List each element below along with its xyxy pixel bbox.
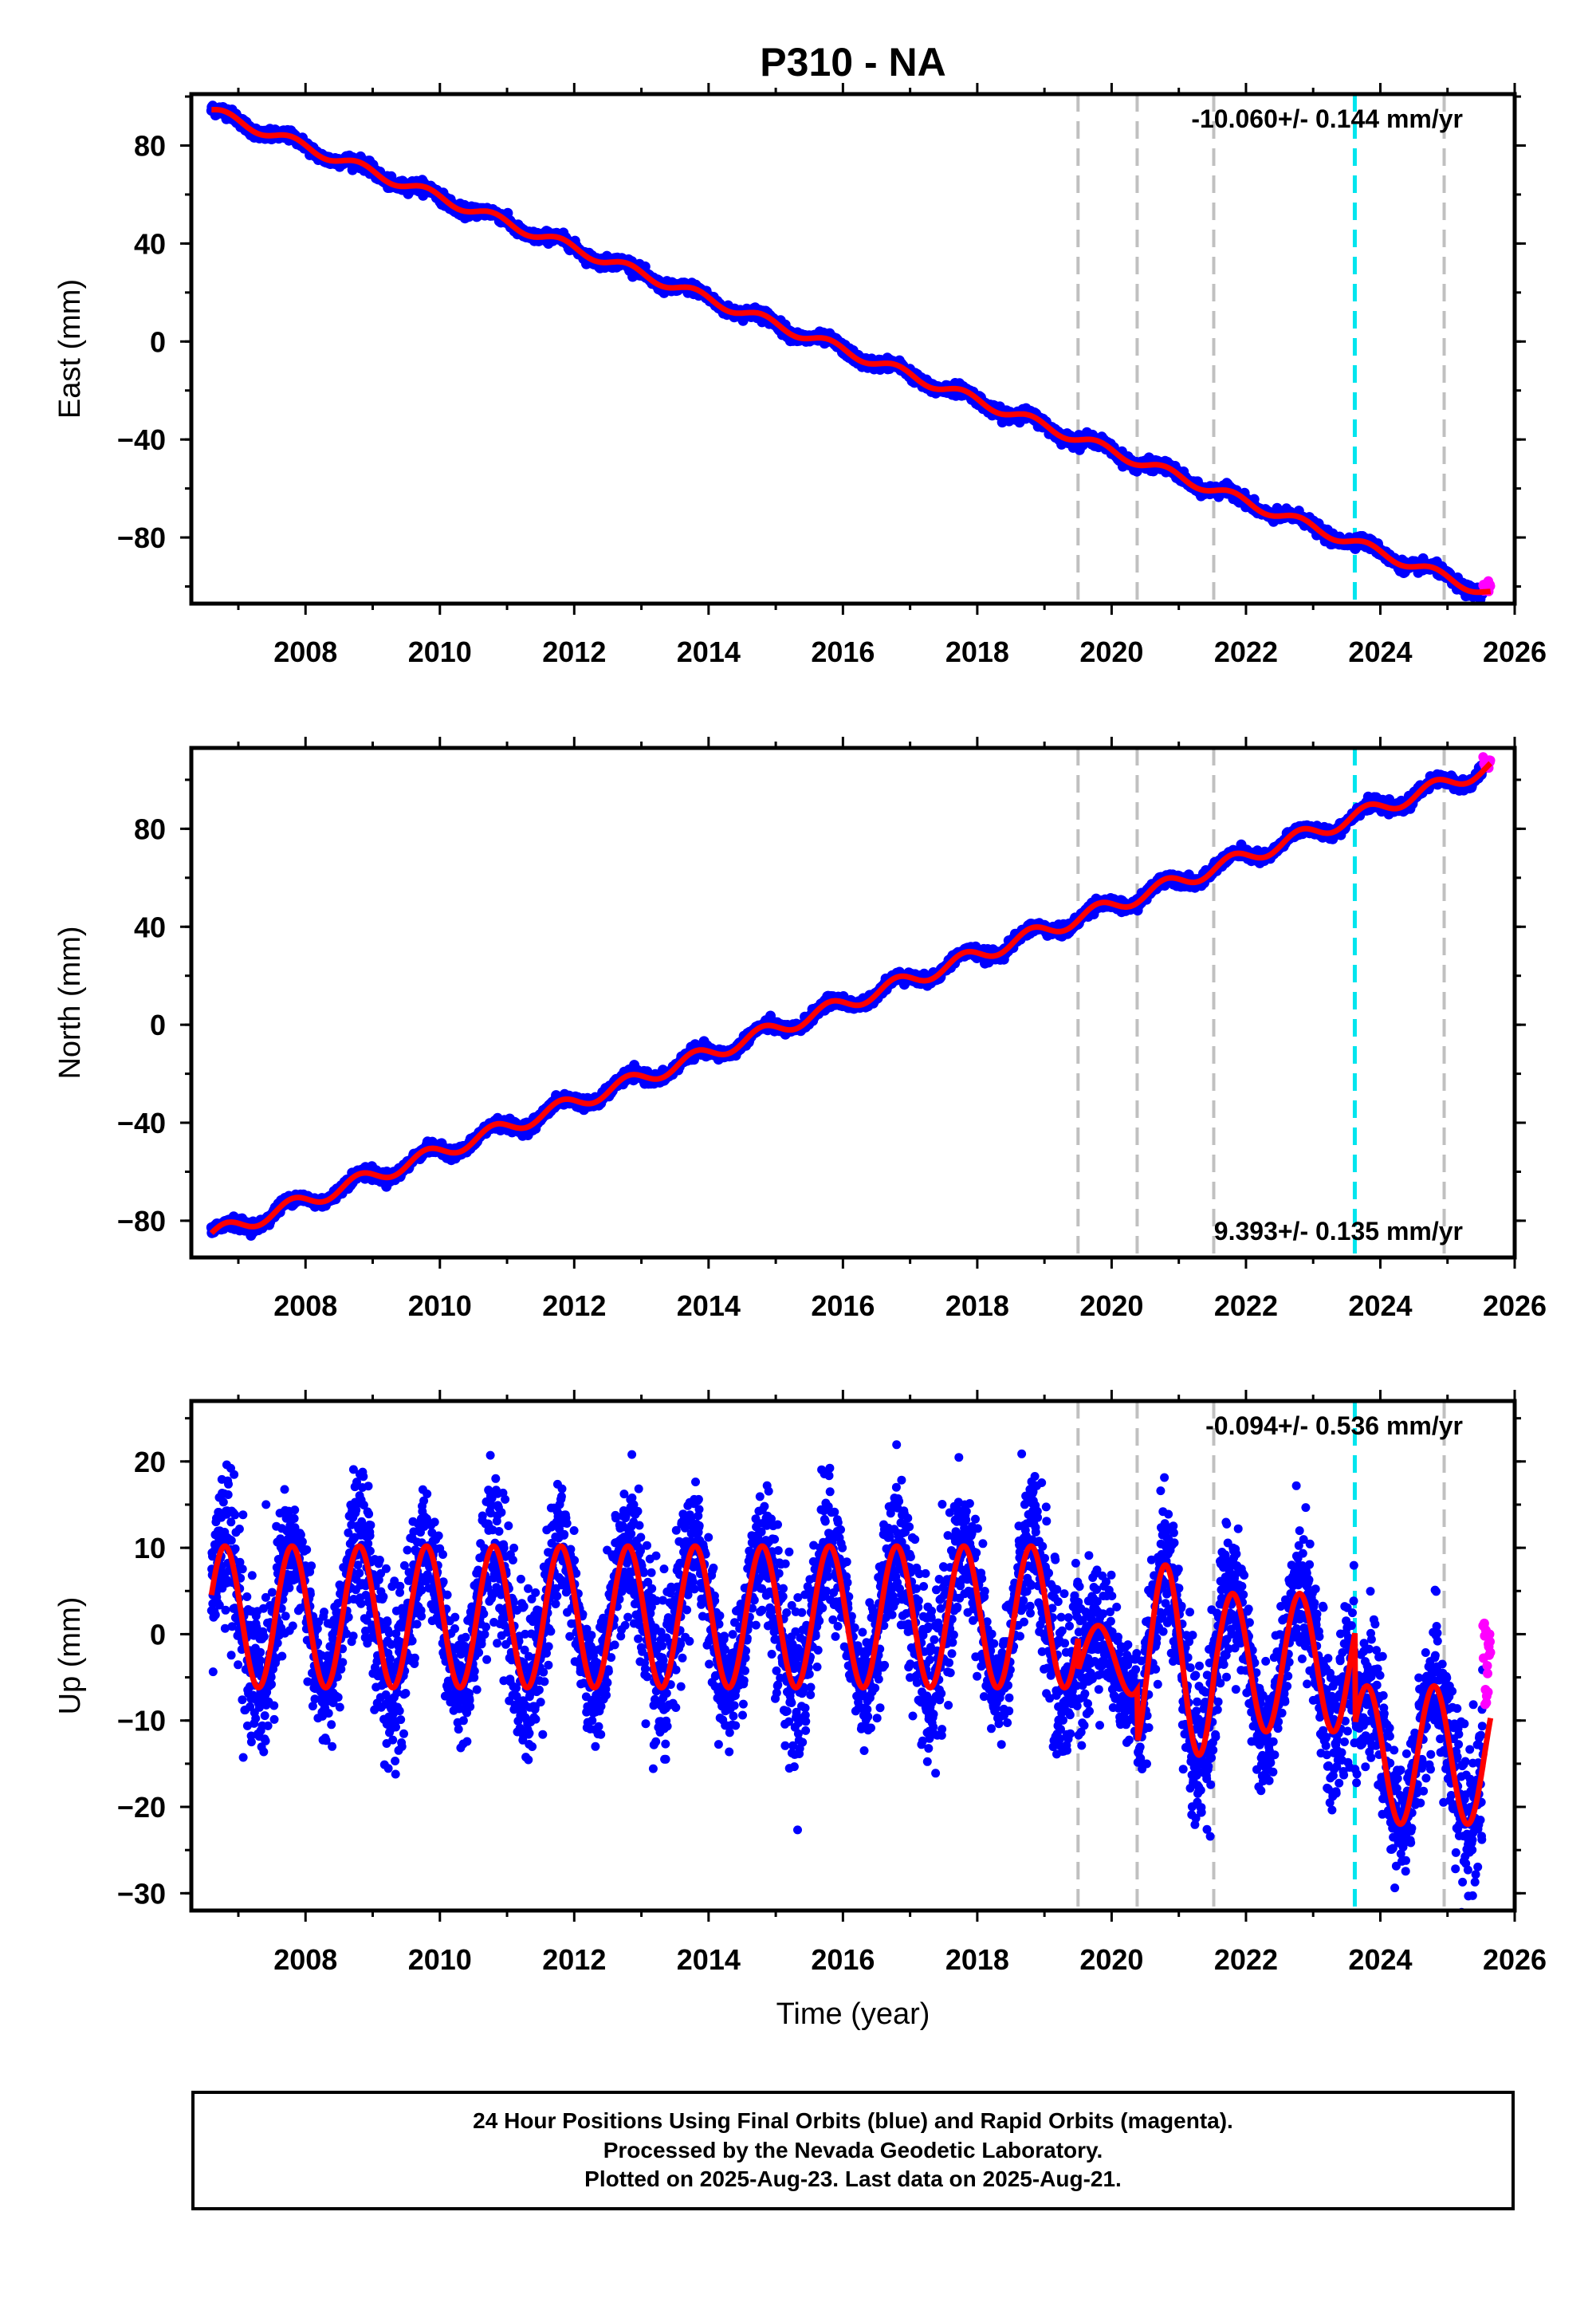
panel-north: 2008 2010 2012 2014 2016 2018 2020 2022 2024 2026… <box>53 737 1547 1322</box>
x-tick-label: 2008 <box>273 636 337 668</box>
x-tick-label: 2012 <box>542 636 606 668</box>
y-tick-label: −80 <box>117 521 166 554</box>
figure-title: P310 - NA <box>760 40 945 85</box>
x-tick-label: 2014 <box>677 636 741 668</box>
y-tick-label: 0 <box>150 325 166 358</box>
y-axis-label: East (mm) <box>53 279 87 419</box>
panel-east: 2008 2010 2012 2014 2016 2018 2020 2022 2024 2026… <box>53 83 1547 668</box>
x-tick-label: 2022 <box>1214 636 1278 668</box>
rate-label: -10.060+/- 0.144 mm/yr <box>1191 104 1463 133</box>
x-tick-label: 2016 <box>811 636 875 668</box>
x-tick-label: 2020 <box>1079 636 1143 668</box>
data-point-rapid <box>1485 581 1496 591</box>
x-tick-label: 2024 <box>1348 636 1412 668</box>
y-tick-label: 40 <box>134 227 166 260</box>
model-fit-line-east <box>211 107 1492 596</box>
panels: 2008 2010 2012 2014 2016 2018 2020 2022 2024 2026… <box>53 83 1547 2031</box>
x-tick-label: 2026 <box>1483 636 1547 668</box>
x-tick-label: 2010 <box>408 636 472 668</box>
y-tick-label: 80 <box>134 130 166 163</box>
x-tick-label: 2018 <box>945 636 1009 668</box>
y-tick-label: −40 <box>117 423 166 456</box>
plot-frame <box>189 92 1517 606</box>
